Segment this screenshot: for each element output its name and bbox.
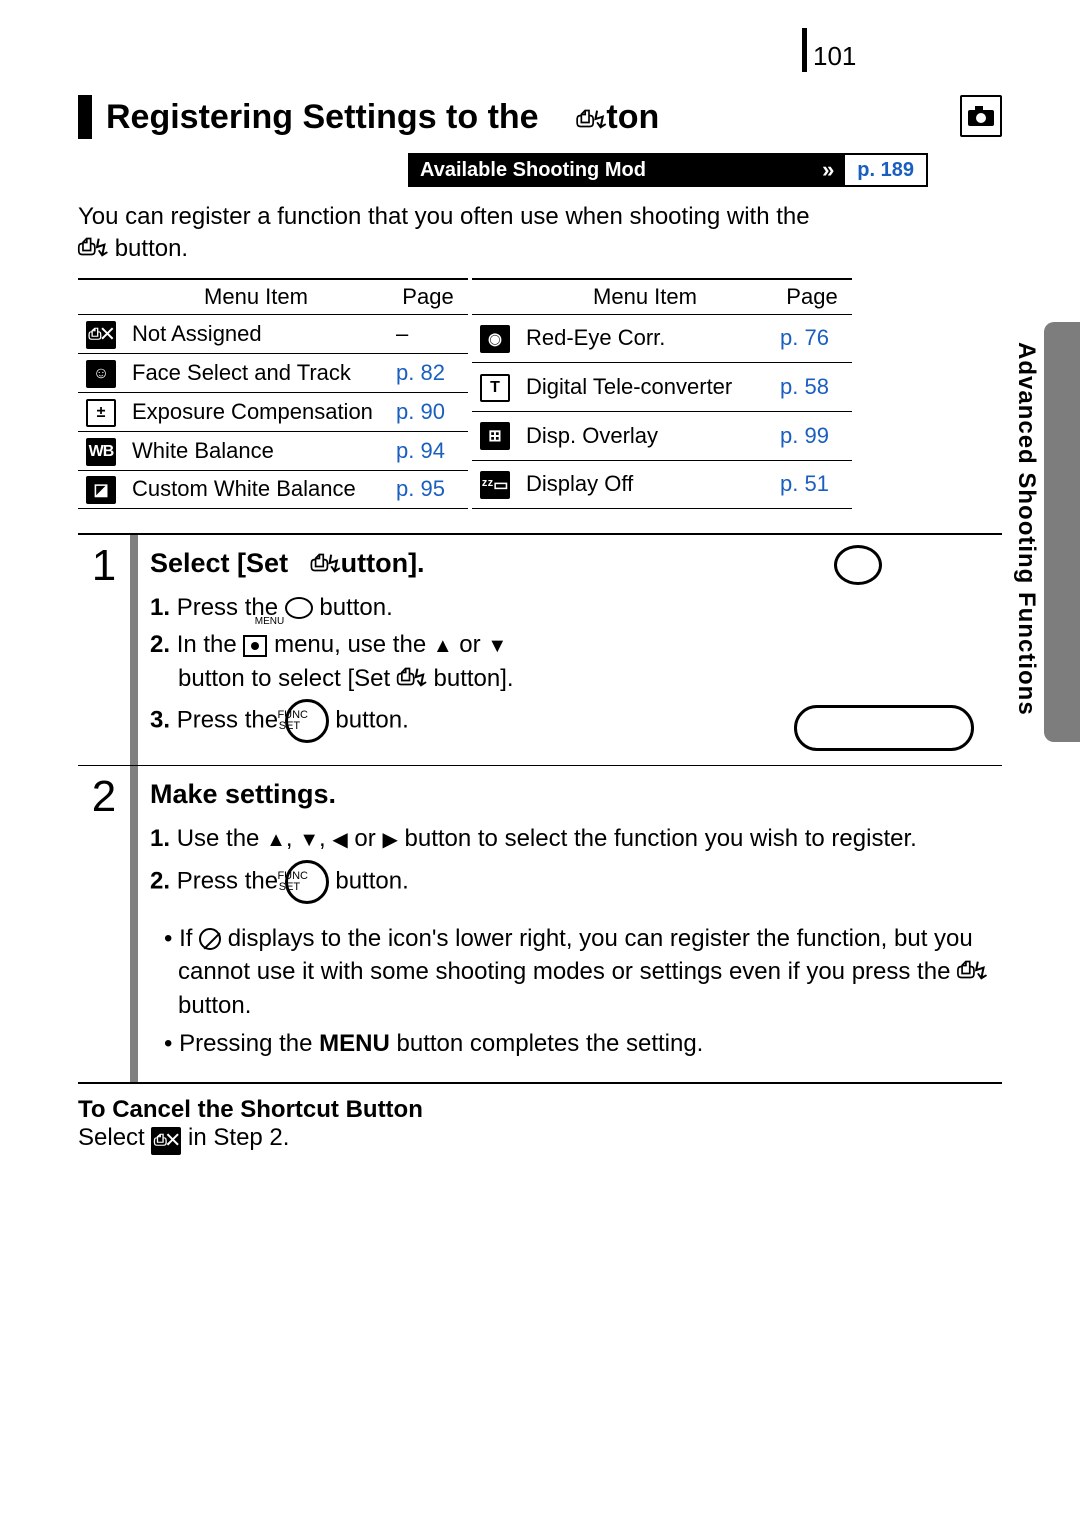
disp-overlay-icon: ⊞: [480, 422, 510, 450]
col-page: Page: [772, 279, 852, 315]
list-item: 2. In the menu, use the ▲ or ▼ button to…: [150, 628, 990, 695]
chapter-tab: [1044, 322, 1080, 742]
table-row: T Digital Tele-converter p. 58: [472, 362, 852, 411]
not-assigned-icon: ⎙✕: [151, 1127, 181, 1155]
page-ref-link[interactable]: p. 95: [396, 476, 445, 501]
table-row: ± Exposure Compensation p. 90: [78, 392, 468, 431]
list-item: 1. Use the ▲, ▼, ◀ or ▶ button to select…: [150, 822, 990, 856]
page-ref-link[interactable]: p. 94: [396, 438, 445, 463]
title-accent-bar: [78, 95, 92, 139]
menu-tables: Menu Item Page ⎙✕ Not Assigned – ☺ Face …: [78, 278, 1002, 509]
step-number: 1: [78, 535, 130, 766]
menu-button-icon: [285, 597, 313, 619]
list-item: • If displays to the icon's lower right,…: [164, 922, 990, 1023]
arrow-up-icon: ▲: [433, 635, 453, 657]
step-heading: Make settings.: [150, 776, 990, 814]
step-1: 1 Select [Set ⎙↯utton]. 1. Press the but…: [78, 533, 1002, 766]
cancel-body: Select ⎙✕ in Step 2.: [78, 1124, 1002, 1155]
table-row: WB White Balance p. 94: [78, 431, 468, 470]
camera-icon: [960, 95, 1002, 137]
arrow-down-icon: ▼: [299, 829, 319, 851]
col-menu-item: Menu Item: [518, 279, 772, 315]
white-balance-icon: WB: [86, 438, 116, 466]
section-title: Registering Settings to the ⎙↯ton: [106, 98, 659, 137]
table-row: ◪ Custom White Balance p. 95: [78, 470, 468, 508]
menu-table-left: Menu Item Page ⎙✕ Not Assigned – ☺ Face …: [78, 278, 468, 509]
print-shortcut-icon: ⎙↯: [311, 550, 341, 575]
page-ref-link[interactable]: p. 90: [396, 399, 445, 424]
step-accent-bar: [130, 535, 138, 766]
available-modes-ref[interactable]: Available Shooting Mod » p. 189: [408, 153, 928, 187]
func-set-button-icon: FUNCSET: [285, 699, 329, 743]
arrow-left-icon: ◀: [332, 829, 347, 851]
step-accent-bar: [130, 766, 138, 1082]
table-row: ⊞ Disp. Overlay p. 99: [472, 412, 852, 460]
custom-wb-icon: ◪: [86, 476, 116, 504]
menu-table-right: Menu Item Page ◉ Red-Eye Corr. p. 76 T D…: [472, 278, 852, 509]
prohibit-icon: [199, 928, 221, 950]
tele-converter-icon: T: [480, 374, 510, 402]
table-row: ⎙✕ Not Assigned –: [78, 314, 468, 353]
list-item: 2. Press the FUNCSET button.: [150, 860, 990, 904]
chapter-label: Advanced Shooting Functions: [1012, 342, 1040, 716]
print-shortcut-icon: ⎙↯: [397, 664, 427, 689]
print-shortcut-icon: ⎙↯: [78, 234, 108, 259]
face-select-icon: ☺: [86, 360, 116, 388]
cancel-heading: To Cancel the Shortcut Button: [78, 1096, 1002, 1124]
display-off-icon: ᶻᶻ▭: [480, 471, 510, 499]
list-item: 1. Press the button.: [150, 591, 990, 625]
steps: 1 Select [Set ⎙↯utton]. 1. Press the but…: [78, 533, 1002, 1084]
section-title-row: Registering Settings to the ⎙↯ton: [78, 95, 1002, 139]
page-ref-link[interactable]: p. 76: [780, 325, 829, 350]
page-ref-link[interactable]: p. 82: [396, 360, 445, 385]
cancel-section: To Cancel the Shortcut Button Select ⎙✕ …: [78, 1096, 1002, 1155]
arrow-up-icon: ▲: [266, 829, 286, 851]
print-shortcut-icon: ⎙↯: [576, 106, 606, 131]
illustration-placeholder-icon: [794, 705, 974, 751]
rec-menu-icon: [243, 635, 267, 657]
not-assigned-icon: ⎙✕: [86, 321, 116, 349]
print-shortcut-icon: ⎙↯: [957, 957, 987, 982]
arrow-down-icon: ▼: [487, 635, 507, 657]
exposure-comp-icon: ±: [86, 399, 116, 427]
table-row: ◉ Red-Eye Corr. p. 76: [472, 314, 852, 362]
intro-text: You can register a function that you oft…: [78, 201, 1002, 266]
page-ref-link[interactable]: p. 99: [780, 423, 829, 448]
page-ref-link[interactable]: p. 58: [780, 374, 829, 399]
page-number: 101: [802, 28, 856, 72]
table-row: ᶻᶻ▭ Display Off p. 51: [472, 460, 852, 508]
page-ref-link[interactable]: p. 51: [780, 471, 829, 496]
red-eye-icon: ◉: [480, 325, 510, 353]
col-page: Page: [388, 279, 468, 315]
step-2: 2 Make settings. 1. Use the ▲, ▼, ◀ or ▶…: [78, 765, 1002, 1084]
col-menu-item: Menu Item: [124, 279, 388, 315]
illustration-placeholder-icon: [834, 545, 882, 585]
available-modes-label: Available Shooting Mod: [410, 155, 811, 185]
table-row: ☺ Face Select and Track p. 82: [78, 353, 468, 392]
list-item: • Pressing the MENU button completes the…: [164, 1027, 990, 1061]
arrow-right-icon: ▶: [382, 829, 397, 851]
func-set-button-icon: FUNCSET: [285, 860, 329, 904]
step-number: 2: [78, 766, 130, 1082]
chevron-right-icon: »: [811, 155, 845, 185]
available-modes-page[interactable]: p. 189: [845, 155, 926, 185]
